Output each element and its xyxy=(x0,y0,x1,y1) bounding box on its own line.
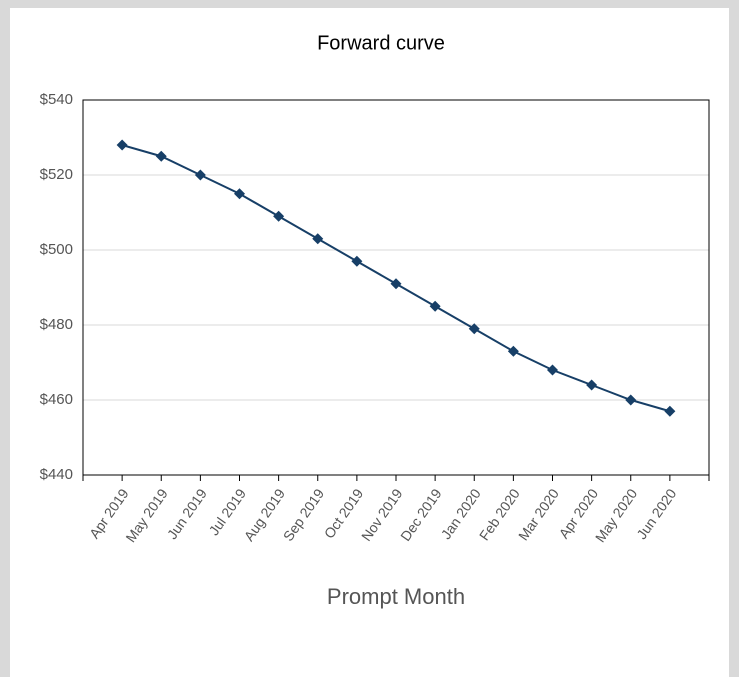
y-tick-label: $500 xyxy=(40,241,73,258)
y-tick-label: $440 xyxy=(40,466,73,483)
marker xyxy=(429,300,441,312)
marker xyxy=(390,278,402,290)
marker xyxy=(351,255,363,267)
chart-title: Forward curve xyxy=(317,32,445,54)
x-tick-label: Jun 2020 xyxy=(633,485,679,542)
marker xyxy=(155,150,167,162)
marker xyxy=(273,210,285,222)
marker xyxy=(234,188,245,200)
series-line xyxy=(121,144,671,413)
y-tick-label: $520 xyxy=(40,166,73,183)
x-tick-label: Mar 2020 xyxy=(515,486,562,544)
marker xyxy=(312,233,324,245)
marker xyxy=(507,345,519,357)
y-tick-label: $460 xyxy=(40,391,73,408)
y-tick-label: $480 xyxy=(40,316,73,333)
y-tick-label: $540 xyxy=(40,91,73,108)
marker xyxy=(664,405,676,417)
marker xyxy=(116,139,128,151)
panel xyxy=(10,8,729,677)
marker xyxy=(547,364,558,376)
marker xyxy=(586,379,598,391)
x-tick-label: Jun 2019 xyxy=(164,485,210,542)
marker xyxy=(468,323,480,335)
x-axis-title: Prompt Month xyxy=(327,584,465,609)
marker xyxy=(625,394,637,406)
marker xyxy=(194,169,206,181)
